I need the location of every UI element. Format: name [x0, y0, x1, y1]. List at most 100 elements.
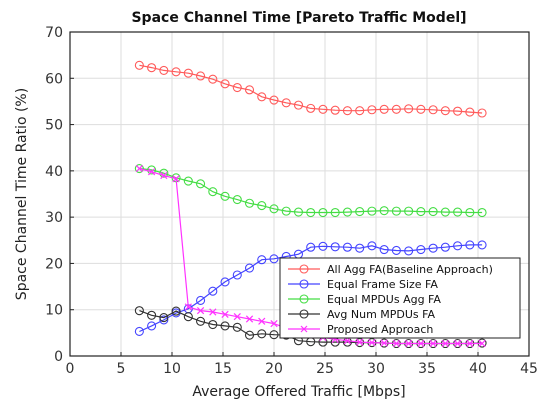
data-point	[147, 165, 157, 175]
data-point	[171, 67, 181, 77]
data-point	[466, 339, 474, 348]
x-tick-label: 25	[316, 361, 334, 377]
data-point	[379, 244, 389, 255]
y-tick-label: 10	[45, 303, 63, 319]
data-point	[196, 71, 206, 81]
data-point	[428, 243, 438, 253]
data-point	[232, 82, 242, 93]
data-point	[343, 337, 352, 345]
data-point	[416, 207, 426, 217]
data-point	[208, 74, 218, 84]
x-tick-label: 35	[418, 361, 436, 377]
data-point	[306, 242, 316, 252]
x-tick-label: 30	[367, 361, 385, 377]
legend-marker	[299, 264, 309, 274]
data-point	[391, 206, 401, 216]
data-point	[244, 263, 255, 273]
data-point	[220, 321, 230, 331]
legend-box	[279, 257, 521, 339]
data-point	[367, 206, 377, 216]
legend-marker	[299, 294, 309, 304]
data-point	[232, 322, 242, 332]
data-point	[417, 339, 425, 348]
data-point	[391, 104, 401, 114]
data-point	[405, 339, 413, 348]
series-line	[139, 64, 483, 114]
series-2	[134, 240, 487, 337]
data-point	[318, 241, 328, 251]
data-point	[269, 204, 279, 214]
series-line	[139, 167, 483, 214]
legend-label: Equal Frame Size FA	[327, 278, 438, 291]
data-point	[465, 107, 475, 117]
data-point	[453, 207, 463, 217]
x-tick-label: 5	[117, 361, 126, 377]
data-point	[160, 171, 168, 180]
data-point	[147, 63, 157, 73]
data-point	[134, 326, 144, 337]
data-point	[134, 163, 144, 174]
data-point	[184, 303, 192, 311]
data-point	[281, 206, 291, 216]
data-point	[342, 207, 352, 217]
data-point	[183, 312, 193, 322]
data-point	[232, 195, 242, 205]
data-point	[355, 207, 365, 217]
data-point	[441, 339, 449, 348]
data-point	[257, 92, 267, 102]
data-point	[416, 244, 426, 255]
data-point	[356, 338, 364, 346]
data-point	[220, 79, 230, 89]
data-point	[257, 329, 267, 339]
data-point	[379, 104, 389, 114]
data-point	[379, 206, 389, 216]
legend-label: Equal MPDUs Agg FA	[327, 293, 441, 306]
series-3	[134, 163, 487, 218]
legend-marker	[300, 325, 308, 333]
data-point	[429, 339, 437, 348]
data-point	[391, 245, 401, 256]
data-point	[428, 207, 438, 217]
data-point	[453, 106, 463, 116]
data-point	[477, 207, 487, 218]
data-point	[245, 315, 254, 323]
data-point	[196, 307, 205, 315]
data-point	[368, 338, 376, 347]
data-point	[440, 242, 450, 252]
data-point	[171, 306, 181, 316]
data-point	[183, 68, 193, 78]
series-layer	[134, 60, 487, 349]
data-point	[404, 206, 414, 216]
data-point	[269, 95, 279, 105]
x-tick-label: 20	[265, 361, 283, 377]
data-point	[293, 100, 304, 110]
data-point	[196, 295, 206, 306]
data-point	[440, 106, 450, 116]
data-point	[477, 240, 487, 250]
data-point	[220, 277, 230, 287]
tick-layer: 0 5 10 15 20 25 30 35 40 45 0 10 20 30 40 50 60 70	[45, 25, 538, 377]
legend-label: Avg Num MPDUs FA	[327, 308, 435, 321]
x-tick-label: 45	[520, 361, 538, 377]
data-point	[453, 339, 462, 348]
data-point	[355, 243, 365, 253]
data-point	[196, 179, 206, 189]
data-point	[244, 330, 255, 340]
series-1	[134, 60, 487, 118]
y-tick-label: 0	[54, 349, 63, 365]
data-point	[244, 198, 255, 208]
data-point	[258, 317, 266, 325]
data-point	[233, 313, 241, 321]
data-point	[465, 240, 475, 250]
x-tick-label: 10	[163, 361, 181, 377]
data-point	[183, 176, 193, 186]
y-tick-label: 70	[45, 25, 63, 41]
data-point	[159, 65, 169, 75]
data-point	[355, 106, 365, 116]
y-tick-label: 50	[45, 118, 63, 134]
data-point	[208, 286, 218, 296]
data-point	[330, 242, 340, 252]
data-point	[135, 164, 143, 173]
